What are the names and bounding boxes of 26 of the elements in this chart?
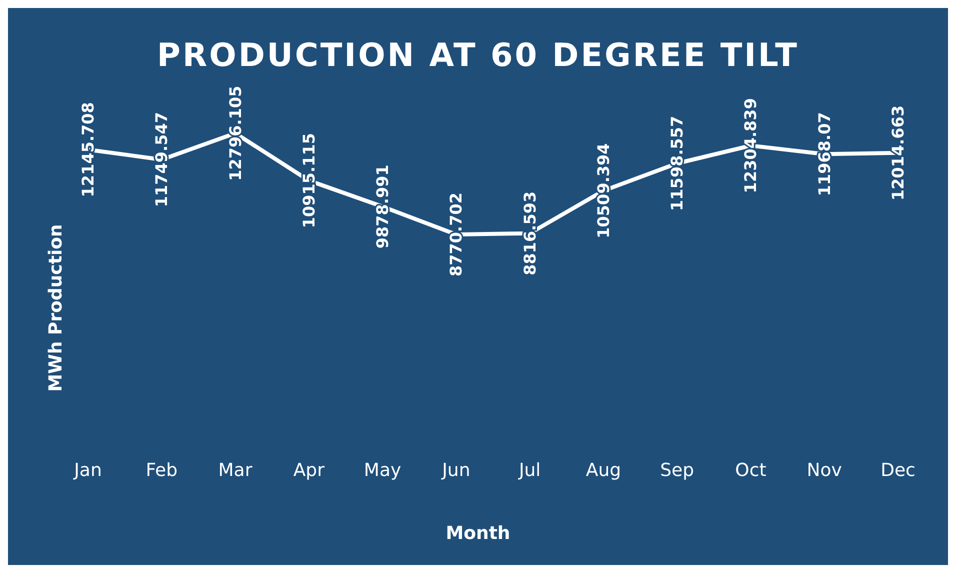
y-axis-title: MWh Production bbox=[46, 224, 66, 392]
x-tick-label: Nov bbox=[806, 460, 842, 481]
data-label: 9878.991 bbox=[373, 164, 392, 249]
data-label: 12014.663 bbox=[888, 105, 908, 200]
x-tick-label: Jan bbox=[73, 460, 102, 481]
data-label: 12304.839 bbox=[741, 98, 760, 194]
x-tick-label: Oct bbox=[735, 460, 766, 481]
data-label: 11598.557 bbox=[668, 116, 687, 211]
x-axis-title: Month bbox=[444, 523, 512, 544]
data-label: 10509.394 bbox=[594, 143, 613, 238]
x-tick-label: Aug bbox=[586, 460, 622, 481]
data-label: 10915.115 bbox=[299, 132, 318, 228]
x-tick-label: Jun bbox=[441, 460, 470, 481]
x-tick-label: Feb bbox=[146, 460, 178, 481]
x-tick-label: Apr bbox=[293, 460, 326, 481]
data-label: 11968.07 bbox=[814, 112, 834, 196]
data-label: 8816.593 bbox=[520, 191, 540, 276]
data-label: 8770.702 bbox=[446, 192, 466, 276]
chart-title: PRODUCTION AT 60 DEGREE TILT bbox=[156, 36, 800, 74]
x-tick-label: Mar bbox=[218, 460, 253, 481]
data-label: 12145.708 bbox=[78, 102, 98, 198]
x-tick-label: Jul bbox=[518, 460, 541, 481]
x-tick-label: Dec bbox=[880, 460, 916, 481]
x-tick-label: Sep bbox=[660, 460, 694, 481]
x-tick-label: May bbox=[364, 460, 402, 481]
data-label: 12796.105 bbox=[226, 86, 245, 181]
